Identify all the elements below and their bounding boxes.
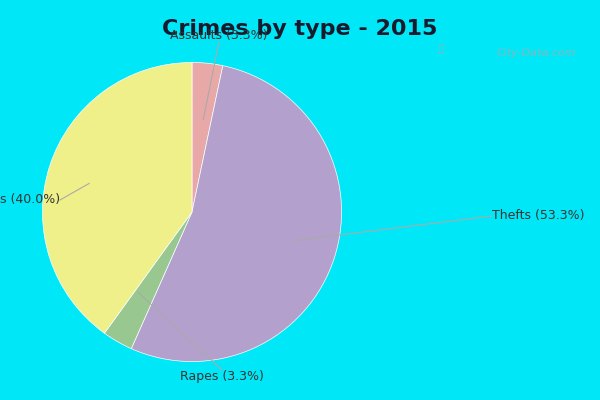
Text: Rapes (3.3%): Rapes (3.3%) [180, 370, 264, 383]
Text: Burglaries (40.0%): Burglaries (40.0%) [0, 194, 60, 206]
Text: Thefts (53.3%): Thefts (53.3%) [492, 210, 584, 222]
Text: City-Data.com: City-Data.com [497, 48, 576, 58]
Text: Assaults (3.3%): Assaults (3.3%) [170, 29, 268, 42]
Text: ⓘ: ⓘ [438, 44, 445, 54]
Wedge shape [43, 62, 192, 333]
Text: Crimes by type - 2015: Crimes by type - 2015 [163, 18, 437, 39]
Wedge shape [192, 62, 223, 212]
Wedge shape [131, 66, 341, 362]
Wedge shape [104, 212, 192, 349]
